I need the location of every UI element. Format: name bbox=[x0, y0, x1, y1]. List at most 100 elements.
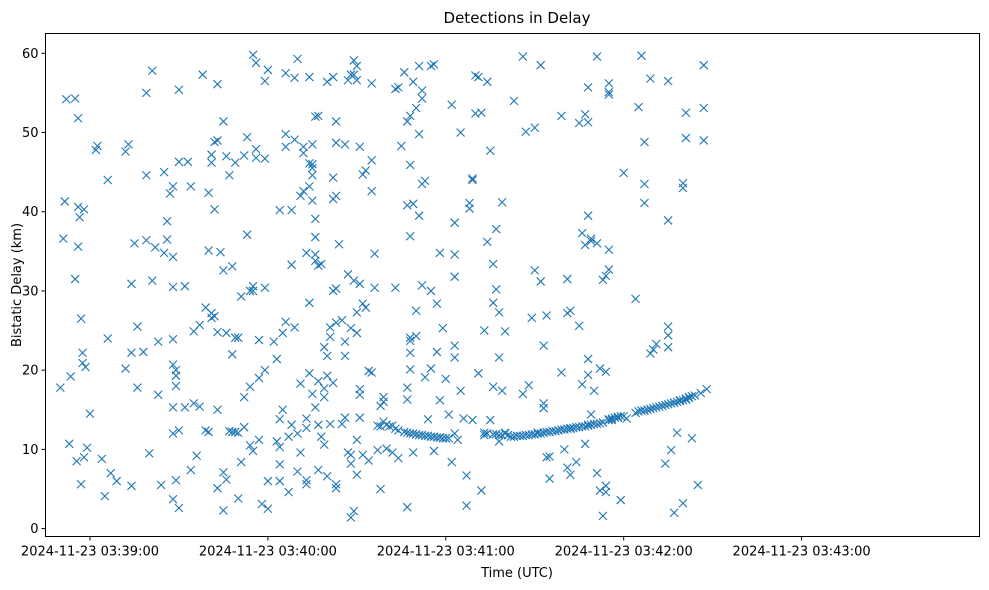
data-point bbox=[595, 418, 605, 428]
data-point bbox=[147, 276, 157, 286]
data-point bbox=[405, 231, 415, 241]
data-point bbox=[491, 224, 501, 234]
data-point bbox=[168, 181, 178, 191]
data-point bbox=[210, 311, 219, 321]
data-point bbox=[574, 118, 584, 128]
data-point bbox=[376, 401, 385, 411]
data-point bbox=[488, 298, 498, 308]
x-tick-label: 2024-11-23 03:39:00 bbox=[21, 545, 159, 560]
data-point bbox=[684, 392, 694, 402]
data-point bbox=[604, 414, 614, 424]
data-point bbox=[263, 504, 273, 514]
data-point bbox=[699, 136, 709, 145]
data-point bbox=[296, 379, 305, 389]
data-point bbox=[402, 117, 412, 126]
data-point bbox=[81, 362, 90, 372]
data-point bbox=[106, 468, 116, 478]
data-point bbox=[373, 445, 382, 455]
data-point bbox=[420, 372, 430, 382]
data-point bbox=[488, 259, 498, 269]
data-point bbox=[174, 85, 184, 95]
data-point bbox=[485, 415, 495, 425]
data-point bbox=[307, 196, 317, 206]
y-axis-label: Bistatic Delay (km) bbox=[10, 223, 25, 347]
data-point bbox=[408, 448, 418, 457]
data-point bbox=[474, 72, 483, 82]
data-point bbox=[313, 420, 323, 430]
data-point bbox=[482, 77, 492, 87]
data-point bbox=[307, 389, 317, 399]
data-point bbox=[669, 508, 679, 518]
data-point bbox=[405, 348, 415, 358]
data-point bbox=[248, 286, 258, 296]
data-point bbox=[340, 351, 350, 361]
data-point bbox=[72, 456, 82, 466]
data-point bbox=[331, 284, 341, 293]
data-point bbox=[159, 167, 169, 177]
data-point bbox=[551, 426, 560, 436]
data-point bbox=[183, 157, 193, 167]
data-point bbox=[290, 135, 299, 145]
data-point bbox=[648, 345, 658, 354]
data-point bbox=[583, 211, 593, 221]
data-point bbox=[702, 384, 712, 394]
data-point bbox=[153, 390, 163, 400]
data-point bbox=[565, 424, 575, 434]
data-point bbox=[441, 433, 451, 443]
data-point bbox=[530, 123, 540, 133]
data-point bbox=[414, 129, 424, 139]
data-point bbox=[121, 147, 130, 156]
data-point bbox=[242, 230, 252, 240]
data-point bbox=[468, 175, 477, 185]
data-point bbox=[254, 435, 264, 445]
data-point bbox=[468, 415, 477, 425]
data-point bbox=[254, 335, 264, 345]
data-point bbox=[192, 451, 202, 461]
data-point bbox=[583, 370, 593, 380]
data-point bbox=[648, 403, 658, 413]
data-point bbox=[328, 173, 338, 183]
data-point bbox=[141, 235, 151, 245]
data-point bbox=[328, 72, 338, 82]
data-point bbox=[133, 322, 142, 331]
data-point bbox=[337, 315, 347, 325]
data-point bbox=[70, 94, 80, 103]
data-point bbox=[456, 128, 466, 137]
data-point bbox=[619, 168, 629, 178]
data-point bbox=[73, 113, 83, 123]
data-point bbox=[112, 476, 122, 486]
data-point bbox=[230, 333, 240, 343]
data-point bbox=[536, 60, 546, 70]
data-point bbox=[681, 394, 691, 404]
data-point bbox=[313, 465, 323, 475]
data-point bbox=[331, 479, 341, 489]
data-point bbox=[78, 358, 87, 368]
chart-title: Detections in Delay bbox=[444, 9, 591, 27]
data-point bbox=[390, 424, 400, 434]
data-point bbox=[130, 239, 139, 248]
y-tick-label: 40 bbox=[22, 205, 39, 220]
data-point bbox=[402, 383, 412, 392]
data-point bbox=[133, 383, 142, 392]
data-point bbox=[542, 452, 551, 462]
data-point bbox=[364, 456, 374, 465]
data-point bbox=[399, 427, 409, 437]
data-point bbox=[690, 391, 700, 400]
data-point bbox=[92, 141, 102, 151]
data-point bbox=[444, 433, 454, 443]
data-point bbox=[405, 111, 415, 121]
y-tick-label: 60 bbox=[22, 47, 39, 62]
data-point bbox=[399, 67, 409, 77]
data-point bbox=[393, 425, 403, 435]
y-tick-label: 10 bbox=[22, 443, 39, 458]
data-point bbox=[73, 202, 83, 212]
data-point bbox=[589, 386, 599, 396]
data-point bbox=[678, 498, 688, 508]
data-point bbox=[465, 198, 474, 208]
data-point bbox=[595, 364, 605, 373]
data-point bbox=[299, 186, 308, 196]
data-point bbox=[79, 452, 89, 462]
data-point bbox=[518, 52, 528, 61]
data-point bbox=[322, 471, 332, 481]
